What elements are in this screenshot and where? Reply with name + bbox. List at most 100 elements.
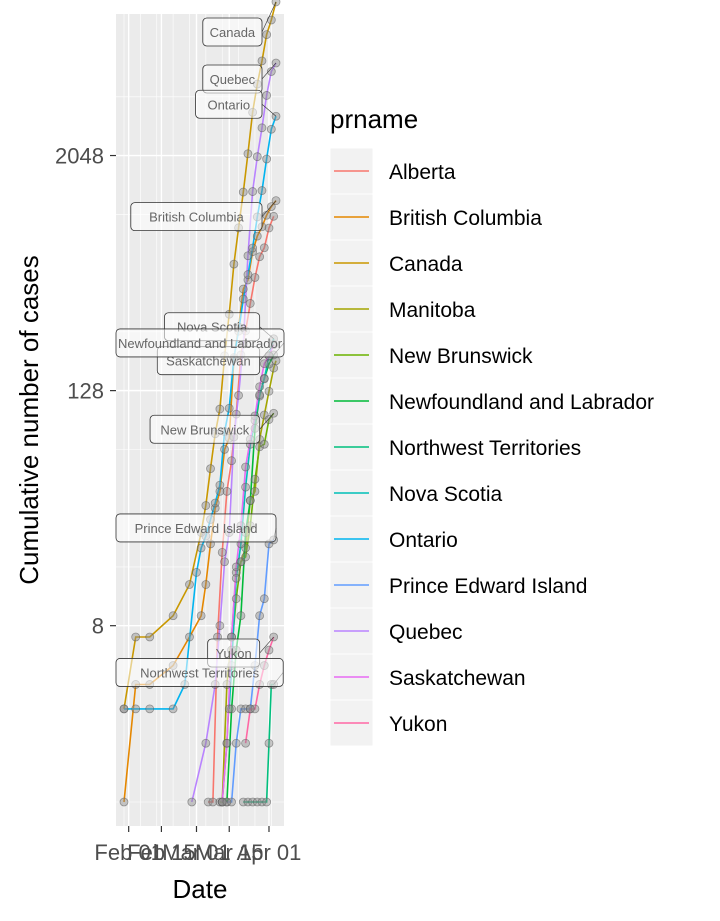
data-point-ontario bbox=[145, 704, 155, 714]
legend-label-yukon: Yukon bbox=[389, 713, 447, 736]
data-point-ontario bbox=[243, 270, 253, 279]
callout-label-newfoundland-and-labrador: Newfoundland and Labrador bbox=[118, 336, 283, 351]
data-point-manitoba bbox=[250, 486, 260, 496]
data-point-yukon bbox=[245, 704, 255, 714]
callout-label-northwest-territories: Northwest Territories bbox=[140, 665, 259, 680]
data-point-quebec bbox=[266, 67, 276, 76]
data-point-british-columbia bbox=[119, 797, 129, 807]
data-point-canada bbox=[229, 259, 239, 269]
data-point-british-columbia bbox=[215, 486, 225, 496]
data-point-nova-scotia bbox=[241, 482, 251, 492]
x-tick-label: Feb 15 bbox=[127, 840, 196, 865]
legend-label-british-columbia: British Columbia bbox=[389, 207, 542, 230]
data-point-ontario bbox=[266, 124, 276, 134]
data-point-ontario bbox=[119, 704, 129, 714]
x-tick-label: Mar 15 bbox=[195, 840, 263, 865]
data-point-nova-scotia bbox=[255, 390, 265, 400]
data-point-canada bbox=[201, 501, 211, 510]
data-point-manitoba bbox=[264, 386, 274, 396]
data-point-canada bbox=[266, 15, 276, 25]
legend-label-newfoundland-and-labrador: Newfoundland and Labrador bbox=[389, 391, 654, 414]
callout-box-newfoundland-and-labrador bbox=[115, 328, 285, 358]
callout-box-new-brunswick bbox=[149, 414, 261, 444]
data-point-alberta bbox=[245, 299, 255, 308]
data-point-british-columbia bbox=[262, 210, 272, 220]
data-point-northwest-territories bbox=[248, 797, 258, 807]
legend: prname Alberta British Columbia Canada Mani… bbox=[329, 104, 654, 747]
data-point-alberta bbox=[269, 211, 279, 221]
legend-label-canada: Canada bbox=[389, 253, 463, 276]
data-point-manitoba bbox=[259, 410, 269, 420]
data-point-new-brunswick bbox=[264, 415, 274, 424]
data-point-new-brunswick bbox=[259, 439, 269, 449]
x-tick-label: Feb 01 bbox=[94, 840, 163, 865]
data-point-ontario bbox=[262, 154, 272, 164]
data-point-quebec bbox=[201, 738, 211, 748]
legend-label-saskatchewan: Saskatchewan bbox=[389, 667, 526, 690]
data-point-ontario bbox=[210, 498, 220, 508]
legend-label-manitoba: Manitoba bbox=[389, 299, 476, 322]
data-point-nova-scotia bbox=[259, 374, 269, 384]
legend-label-northwest-territories: Northwest Territories bbox=[389, 437, 581, 460]
data-point-quebec bbox=[262, 91, 272, 100]
data-point-ontario bbox=[238, 294, 248, 304]
data-point-canada bbox=[262, 30, 272, 40]
data-point-alberta bbox=[222, 486, 232, 496]
data-point-british-columbia bbox=[196, 611, 206, 621]
callout-label-yukon: Yukon bbox=[216, 646, 252, 661]
data-point-new-brunswick bbox=[215, 797, 225, 807]
y-axis: 8 128 2048 bbox=[55, 144, 116, 639]
data-point-northwest-territories bbox=[243, 797, 253, 807]
data-point-canada bbox=[206, 464, 215, 474]
callout-leader-ontario bbox=[261, 104, 277, 117]
data-point-british-columbia bbox=[238, 284, 248, 294]
callout-label-new-brunswick: New Brunswick bbox=[160, 422, 249, 437]
data-point-alberta bbox=[203, 797, 213, 807]
data-point-prince-edward-island bbox=[236, 704, 246, 714]
data-point-canada bbox=[243, 149, 253, 159]
callout-box-canada bbox=[202, 17, 263, 47]
data-point-new-brunswick bbox=[231, 594, 241, 604]
data-point-prince-edward-island bbox=[231, 738, 241, 748]
data-point-prince-edward-island bbox=[259, 594, 269, 604]
data-point-canada bbox=[215, 404, 225, 414]
data-point-saskatchewan bbox=[222, 738, 232, 748]
data-point-newfoundland-and-labrador bbox=[227, 704, 236, 714]
data-point-canada bbox=[145, 632, 155, 642]
data-point-canada bbox=[271, 0, 281, 7]
data-point-ontario bbox=[196, 543, 206, 553]
data-point-british-columbia bbox=[201, 580, 211, 589]
data-point-new-brunswick bbox=[250, 474, 260, 484]
data-point-northwest-territories bbox=[252, 797, 262, 807]
data-point-northwest-territories bbox=[264, 738, 274, 748]
callout-box-british-columbia bbox=[130, 202, 263, 232]
y-axis-title: Cumulative number of cases bbox=[14, 255, 44, 584]
data-point-northwest-territories bbox=[257, 797, 267, 807]
data-point-alberta bbox=[255, 252, 265, 262]
data-point-newfoundland-and-labrador bbox=[236, 611, 246, 621]
data-point-yukon bbox=[264, 645, 274, 655]
data-point-canada bbox=[131, 632, 141, 642]
data-point-prince-edward-island bbox=[227, 797, 236, 807]
data-point-quebec bbox=[248, 187, 258, 196]
callout-label-british-columbia: British Columbia bbox=[149, 210, 244, 225]
y-tick-label: 2048 bbox=[55, 144, 104, 169]
data-point-quebec bbox=[215, 621, 225, 631]
data-point-saskatchewan bbox=[217, 797, 227, 807]
data-point-alberta bbox=[227, 456, 236, 466]
data-point-alberta bbox=[264, 223, 274, 233]
data-point-british-columbia bbox=[210, 503, 220, 513]
series-line-northwest-territories bbox=[243, 683, 274, 803]
callout-label-saskatchewan: Saskatchewan bbox=[166, 354, 251, 369]
data-point-quebec bbox=[234, 390, 243, 400]
data-point-northwest-territories bbox=[262, 797, 272, 807]
x-axis-title: Date bbox=[173, 874, 228, 904]
callout-leader-yukon bbox=[259, 636, 274, 654]
data-point-saskatchewan bbox=[255, 382, 265, 392]
data-point-canada bbox=[168, 611, 178, 621]
data-point-alberta bbox=[208, 797, 218, 807]
data-point-northwest-territories bbox=[238, 797, 248, 807]
data-point-quebec bbox=[252, 152, 262, 162]
